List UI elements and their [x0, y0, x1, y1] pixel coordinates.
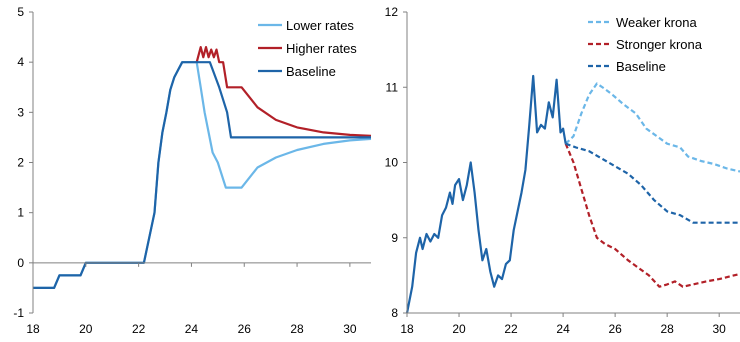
right-x-tick-label: 24 — [556, 322, 570, 336]
left-x-tick-label: 24 — [185, 322, 199, 336]
left-y-tick-label: 1 — [17, 206, 24, 220]
right-axes: 8 9 10 11 12 18 20 22 24 26 28 30 — [385, 5, 740, 336]
left-y-tick-label: 4 — [17, 55, 24, 69]
left-x-tick-label: 20 — [79, 322, 93, 336]
right-legend-label-weaker-krona: Weaker krona — [616, 15, 697, 30]
left-y-tick-label: 2 — [17, 156, 24, 170]
left-y-tick-label: 5 — [17, 5, 24, 19]
right-y-tick-label: 8 — [391, 306, 398, 320]
right-x-tick-label: 30 — [713, 322, 727, 336]
right-legend-label-stronger-krona: Stronger krona — [616, 37, 703, 52]
right-legend: Weaker krona Stronger krona Baseline — [588, 15, 703, 74]
left-series-baseline-line — [33, 61, 371, 289]
left-legend-label-baseline: Baseline — [286, 64, 336, 79]
left-series-lines — [33, 46, 372, 289]
left-legend-label-lower-rates: Lower rates — [286, 18, 354, 33]
right-x-tick-label: 26 — [608, 322, 622, 336]
right-legend-label-baseline: Baseline — [616, 59, 666, 74]
left-series-lower-rates-line — [33, 61, 372, 289]
left-legend-label-higher-rates: Higher rates — [286, 41, 357, 56]
left-x-tick-label: 26 — [238, 322, 252, 336]
right-x-tick-label: 20 — [452, 322, 466, 336]
left-axes: -1 0 1 2 3 4 5 18 20 22 24 26 28 30 — [13, 5, 371, 336]
left-x-tick-label: 28 — [290, 322, 304, 336]
right-series-lines — [405, 74, 740, 314]
left-y-tick-label: -1 — [13, 306, 24, 320]
right-series-stronger-krona-line — [564, 143, 740, 288]
left-x-tick-label: 22 — [132, 322, 146, 336]
left-y-tick-label: 3 — [17, 105, 24, 119]
left-legend: Lower rates Higher rates Baseline — [258, 18, 357, 79]
left-series-higher-rates-line — [195, 46, 372, 137]
left-y-tick-label: 0 — [17, 256, 24, 270]
right-series-baseline-line — [565, 142, 740, 224]
left-x-tick-label: 18 — [26, 322, 40, 336]
right-x-tick-label: 22 — [504, 322, 518, 336]
right-series-history-line — [405, 74, 567, 314]
right-panel: 8 9 10 11 12 18 20 22 24 26 28 30 Weaker krona Stron… — [385, 5, 740, 336]
left-x-tick-label: 30 — [343, 322, 357, 336]
right-y-tick-label: 11 — [386, 80, 399, 94]
right-x-tick-label: 18 — [400, 322, 414, 336]
right-series-weaker-krona-line — [564, 82, 740, 173]
right-y-tick-label: 9 — [391, 231, 398, 245]
left-panel: -1 0 1 2 3 4 5 18 20 22 24 26 28 30 Lower rates Higher… — [13, 5, 372, 336]
right-y-tick-label: 10 — [385, 156, 399, 170]
right-y-tick-label: 12 — [385, 5, 399, 19]
right-x-tick-label: 28 — [660, 322, 674, 336]
